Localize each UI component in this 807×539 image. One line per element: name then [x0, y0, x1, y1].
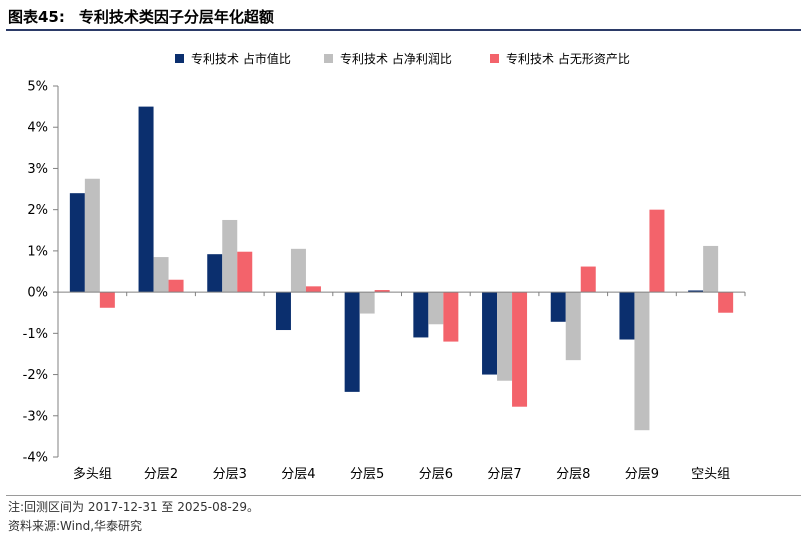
bar: [207, 254, 223, 293]
figure-title: 图表45: 专利技术类因子分层年化超额: [8, 6, 274, 27]
legend-label: 专利技术 占净利润比: [340, 51, 452, 66]
x-tick-label: 分层9: [625, 467, 659, 482]
x-tick-label: 分层4: [281, 467, 315, 482]
x-tick-label: 分层6: [419, 467, 453, 482]
x-tick-label: 多头组: [73, 466, 112, 482]
bar: [237, 251, 253, 293]
bar: [413, 292, 429, 338]
y-tick-label: 2%: [27, 203, 48, 218]
x-tick-label: 分层8: [556, 467, 590, 482]
bar: [374, 290, 390, 293]
bar: [718, 292, 734, 313]
bar: [619, 292, 635, 340]
y-tick-label: 3%: [27, 162, 48, 177]
header-rule: [6, 29, 801, 31]
figure-number: 图表45:: [8, 8, 65, 26]
x-tick-label: 空头组: [691, 467, 730, 482]
bar-marks: [69, 106, 734, 431]
bar: [497, 292, 513, 381]
chart-legend: 专利技术 占市值比 专利技术 占净利润比 专利技术 占无形资产比: [175, 51, 630, 66]
bar: [580, 266, 596, 293]
y-tick-label: -3%: [23, 409, 48, 424]
data-source: 资料来源:Wind,华泰研究: [8, 519, 143, 533]
figure-header: 图表45: 专利技术类因子分层年化超额: [0, 0, 807, 31]
bar: [275, 292, 291, 331]
y-tick-label: 0%: [27, 286, 48, 301]
bar: [550, 292, 566, 322]
bar: [428, 292, 444, 325]
bar: [565, 292, 581, 361]
bar: [153, 257, 169, 293]
x-tick-label: 分层2: [144, 467, 178, 482]
bar: [482, 292, 498, 375]
bar: [290, 248, 306, 293]
bar: [305, 286, 321, 293]
y-tick-label: 5%: [27, 80, 48, 95]
backtest-note: 注:回测区间为 2017-12-31 至 2025-08-29。: [8, 500, 259, 514]
legend-swatch: [324, 54, 333, 63]
y-tick-label: -1%: [23, 327, 48, 342]
bar: [138, 106, 154, 293]
bar: [344, 292, 360, 392]
legend-swatch: [175, 54, 184, 63]
bar: [703, 245, 719, 293]
x-axis: 多头组 分层2 分层3 分层4 分层5 分层6 分层7 分层8 分层9 空头组: [57, 291, 746, 482]
legend-swatch: [490, 54, 499, 63]
figure-title-text: 专利技术类因子分层年化超额: [78, 8, 274, 26]
figure-notes: 注:回测区间为 2017-12-31 至 2025-08-29。 资料来源:Wi…: [8, 498, 259, 536]
y-tick-label: 1%: [27, 244, 48, 259]
y-tick-label: -4%: [23, 451, 48, 466]
bar: [634, 292, 650, 431]
bar: [443, 292, 459, 342]
bar: [359, 292, 375, 314]
bar: [512, 292, 528, 407]
legend-label: 专利技术 占市值比: [191, 51, 291, 66]
legend-item: 专利技术 占市值比: [175, 51, 291, 66]
legend-item: 专利技术 占无形资产比: [490, 51, 630, 66]
legend-label: 专利技术 占无形资产比: [506, 51, 630, 66]
x-tick-label: 分层3: [213, 467, 247, 482]
bar: [688, 290, 704, 293]
footer-rule: [6, 495, 801, 496]
y-tick-label: -2%: [23, 368, 48, 383]
bar: [99, 292, 115, 308]
bar-chart: 专利技术 占市值比 专利技术 占净利润比 专利技术 占无形资产比 5% 4% 3% 2% 1…: [23, 51, 746, 482]
bar: [649, 209, 665, 293]
legend-item: 专利技术 占净利润比: [324, 51, 452, 66]
bar: [168, 279, 184, 293]
bar: [69, 193, 85, 293]
y-axis: 5% 4% 3% 2% 1% 0% -1% -2% -3% -4%: [23, 80, 59, 466]
y-tick-label: 4%: [27, 121, 48, 136]
x-tick-label: 分层7: [487, 467, 521, 482]
x-tick-label: 分层5: [350, 467, 384, 482]
bar: [222, 219, 238, 293]
bar: [84, 178, 100, 293]
